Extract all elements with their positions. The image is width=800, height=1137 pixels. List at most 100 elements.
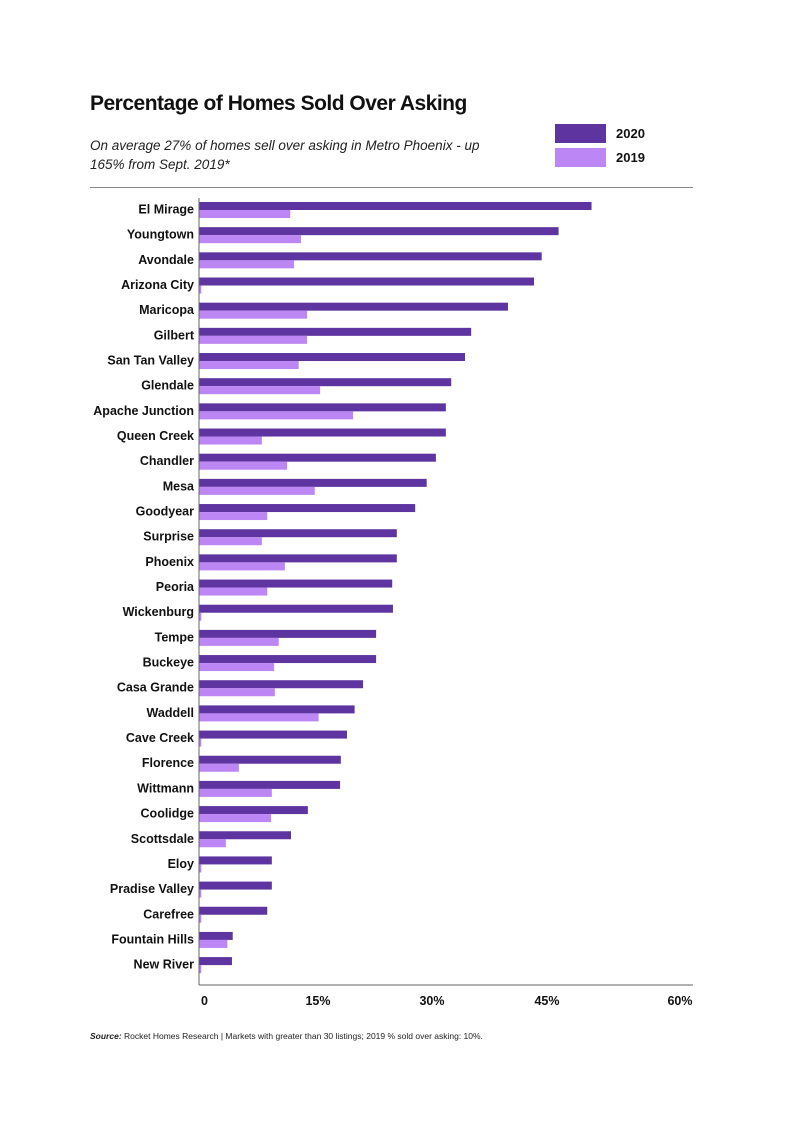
bar-2019 [199,537,262,546]
category-label: El Mirage [138,203,194,217]
category-label: Waddell [147,706,194,720]
category-label: Florence [142,756,194,770]
category-label: Queen Creek [117,429,194,443]
bar-2019 [199,663,275,672]
bar-2019 [199,688,275,697]
bar-2020 [199,252,542,261]
category-label: Surprise [143,530,194,544]
bar-2019 [199,386,321,395]
bar-2019 [199,310,308,319]
bar-2019 [199,411,354,420]
bar-2020 [199,428,446,437]
bar-2019 [199,763,239,772]
category-label: Phoenix [145,555,194,569]
bar-2019 [199,637,279,646]
bar-2019 [199,612,202,621]
category-label: Scottsdale [131,832,194,846]
category-label: Apache Junction [93,404,194,418]
bar-2020 [199,680,364,689]
legend-label-2020: 2020 [616,126,645,141]
bar-2019 [199,939,228,948]
chart-subtitle: On average 27% of homes sell over asking… [90,138,480,172]
bar-2020 [199,881,272,890]
category-label: Arizona City [121,278,194,292]
bar-2020 [199,705,355,714]
source-label: Source: [90,1031,122,1041]
bar-2020 [199,277,535,286]
category-label: Cave Creek [126,731,194,745]
bar-2020 [199,629,377,638]
legend-label-2019: 2019 [616,150,645,165]
bar-2019 [199,285,202,294]
bar-2019 [199,235,301,244]
bar-2019 [199,738,202,747]
bar-2020 [199,755,341,764]
header-divider [90,187,693,188]
bar-2020 [199,856,272,865]
bar-2019 [199,713,319,722]
bar-2019 [199,335,308,344]
chart-title: Percentage of Homes Sold Over Asking [90,92,467,115]
x-tick-label: 45% [534,994,559,1008]
bar-2020 [199,353,466,362]
bar-2019 [199,788,272,797]
bar-2020 [199,504,416,513]
bar-2020 [199,906,268,915]
bar-2020 [199,327,472,336]
legend-swatch-2019 [555,148,606,167]
category-label: Carefree [143,907,194,921]
category-label: Buckeye [143,656,194,670]
category-label: Coolidge [141,807,195,821]
bar-2019 [199,486,315,495]
bar-2019 [199,587,268,596]
bar-2019 [199,965,202,974]
source-note: Source: Rocket Homes Research | Markets … [90,1031,483,1041]
category-label: Chandler [140,454,194,468]
bar-2020 [199,780,341,789]
bar-2020 [199,302,508,311]
legend-swatch-2020 [555,124,606,143]
legend-item-2019: 2019 [555,148,645,167]
bar-2020 [199,730,347,739]
category-label: Peoria [156,580,195,594]
bar-2020 [199,957,232,966]
bar-2019 [199,210,291,218]
bar-2019 [199,864,202,873]
bar-2020 [199,806,308,815]
bar-2019 [199,461,288,470]
bar-2020 [199,554,397,563]
legend-item-2020: 2020 [555,124,645,143]
category-label: Mesa [163,479,195,493]
category-label: Avondale [138,253,194,267]
bar-2020 [199,579,393,588]
category-label: New River [134,958,195,972]
x-tick-label: 15% [305,994,330,1008]
x-tick-label: 60% [667,994,692,1008]
bar-2020 [199,604,393,613]
bar-2020 [199,227,559,236]
source-text: Rocket Homes Research | Markets with gre… [121,1031,483,1041]
bar-2019 [199,814,272,823]
category-label: Youngtown [127,228,194,242]
category-label: Wittmann [137,781,194,795]
bar-2020 [199,202,592,210]
category-label: Tempe [155,630,194,644]
category-label: Maricopa [139,303,195,317]
x-tick-label: 30% [419,994,444,1008]
bar-2019 [199,839,226,848]
category-label: Gilbert [154,328,195,342]
bar-2020 [199,478,427,487]
bar-2020 [199,453,436,462]
bar-2019 [199,436,262,445]
category-label: Wickenburg [123,605,194,619]
bar-2020 [199,831,291,840]
bar-2019 [199,512,268,521]
bar-2020 [199,529,397,538]
category-label: Fountain Hills [111,932,194,946]
bar-2020 [199,378,452,387]
category-label: Eloy [168,857,194,871]
category-label: Glendale [141,379,194,393]
bar-2019 [199,260,295,269]
bar-2019 [199,562,285,571]
